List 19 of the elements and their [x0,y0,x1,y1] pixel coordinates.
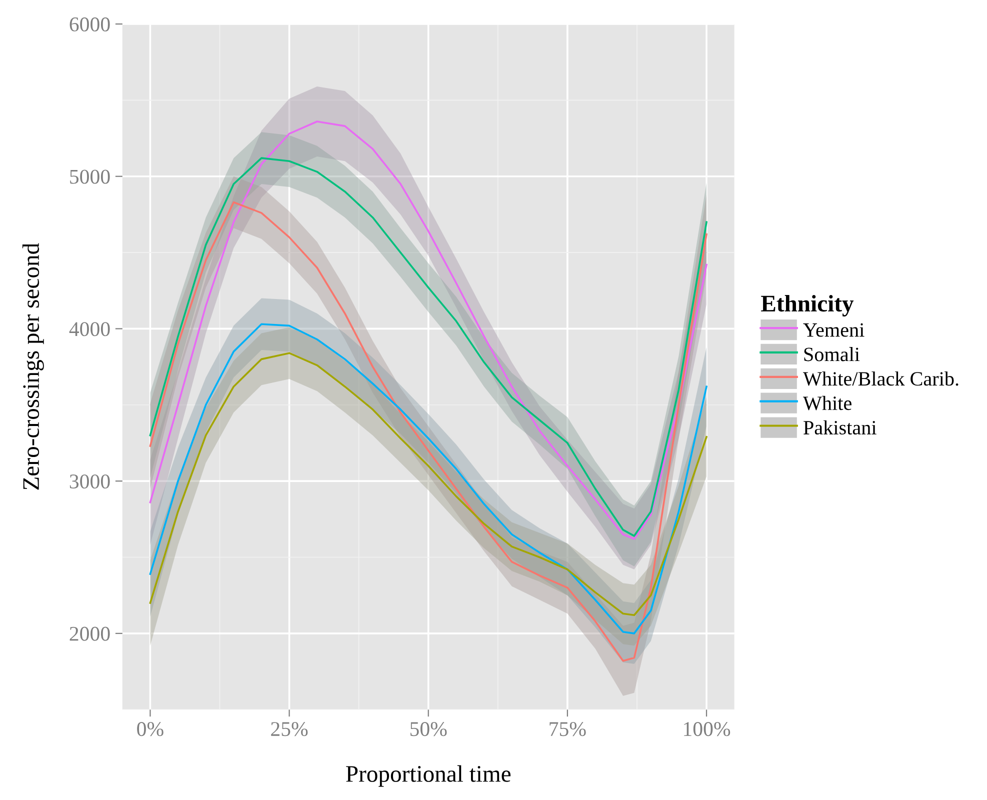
y-tick-label: 5000 [70,170,110,184]
x-tick-label: 100% [684,722,730,736]
legend-label: White/Black Carib. [802,371,958,386]
x-tick-label: 25% [271,722,308,736]
y-tick-label: 4000 [69,322,110,336]
y-tick-label: 6000 [70,17,110,32]
x-tick-label: 75% [550,722,586,736]
x-tick-label: 50% [410,722,447,736]
legend-label: Somali [804,347,860,362]
x-axis-title: Proportional time [346,765,510,787]
line-series [149,352,708,616]
legend-label: White [802,396,852,410]
legend-label: Yemeni [803,323,864,337]
x-tick-label: 0% [137,722,164,736]
y-tick-label: 2000 [70,626,110,641]
y-axis-title: Zero-crossings per second [22,243,44,490]
legend-label: Pakistani [804,420,876,435]
y-tick-label: 3000 [70,474,110,488]
legend-title: Ethnicity [761,294,854,316]
